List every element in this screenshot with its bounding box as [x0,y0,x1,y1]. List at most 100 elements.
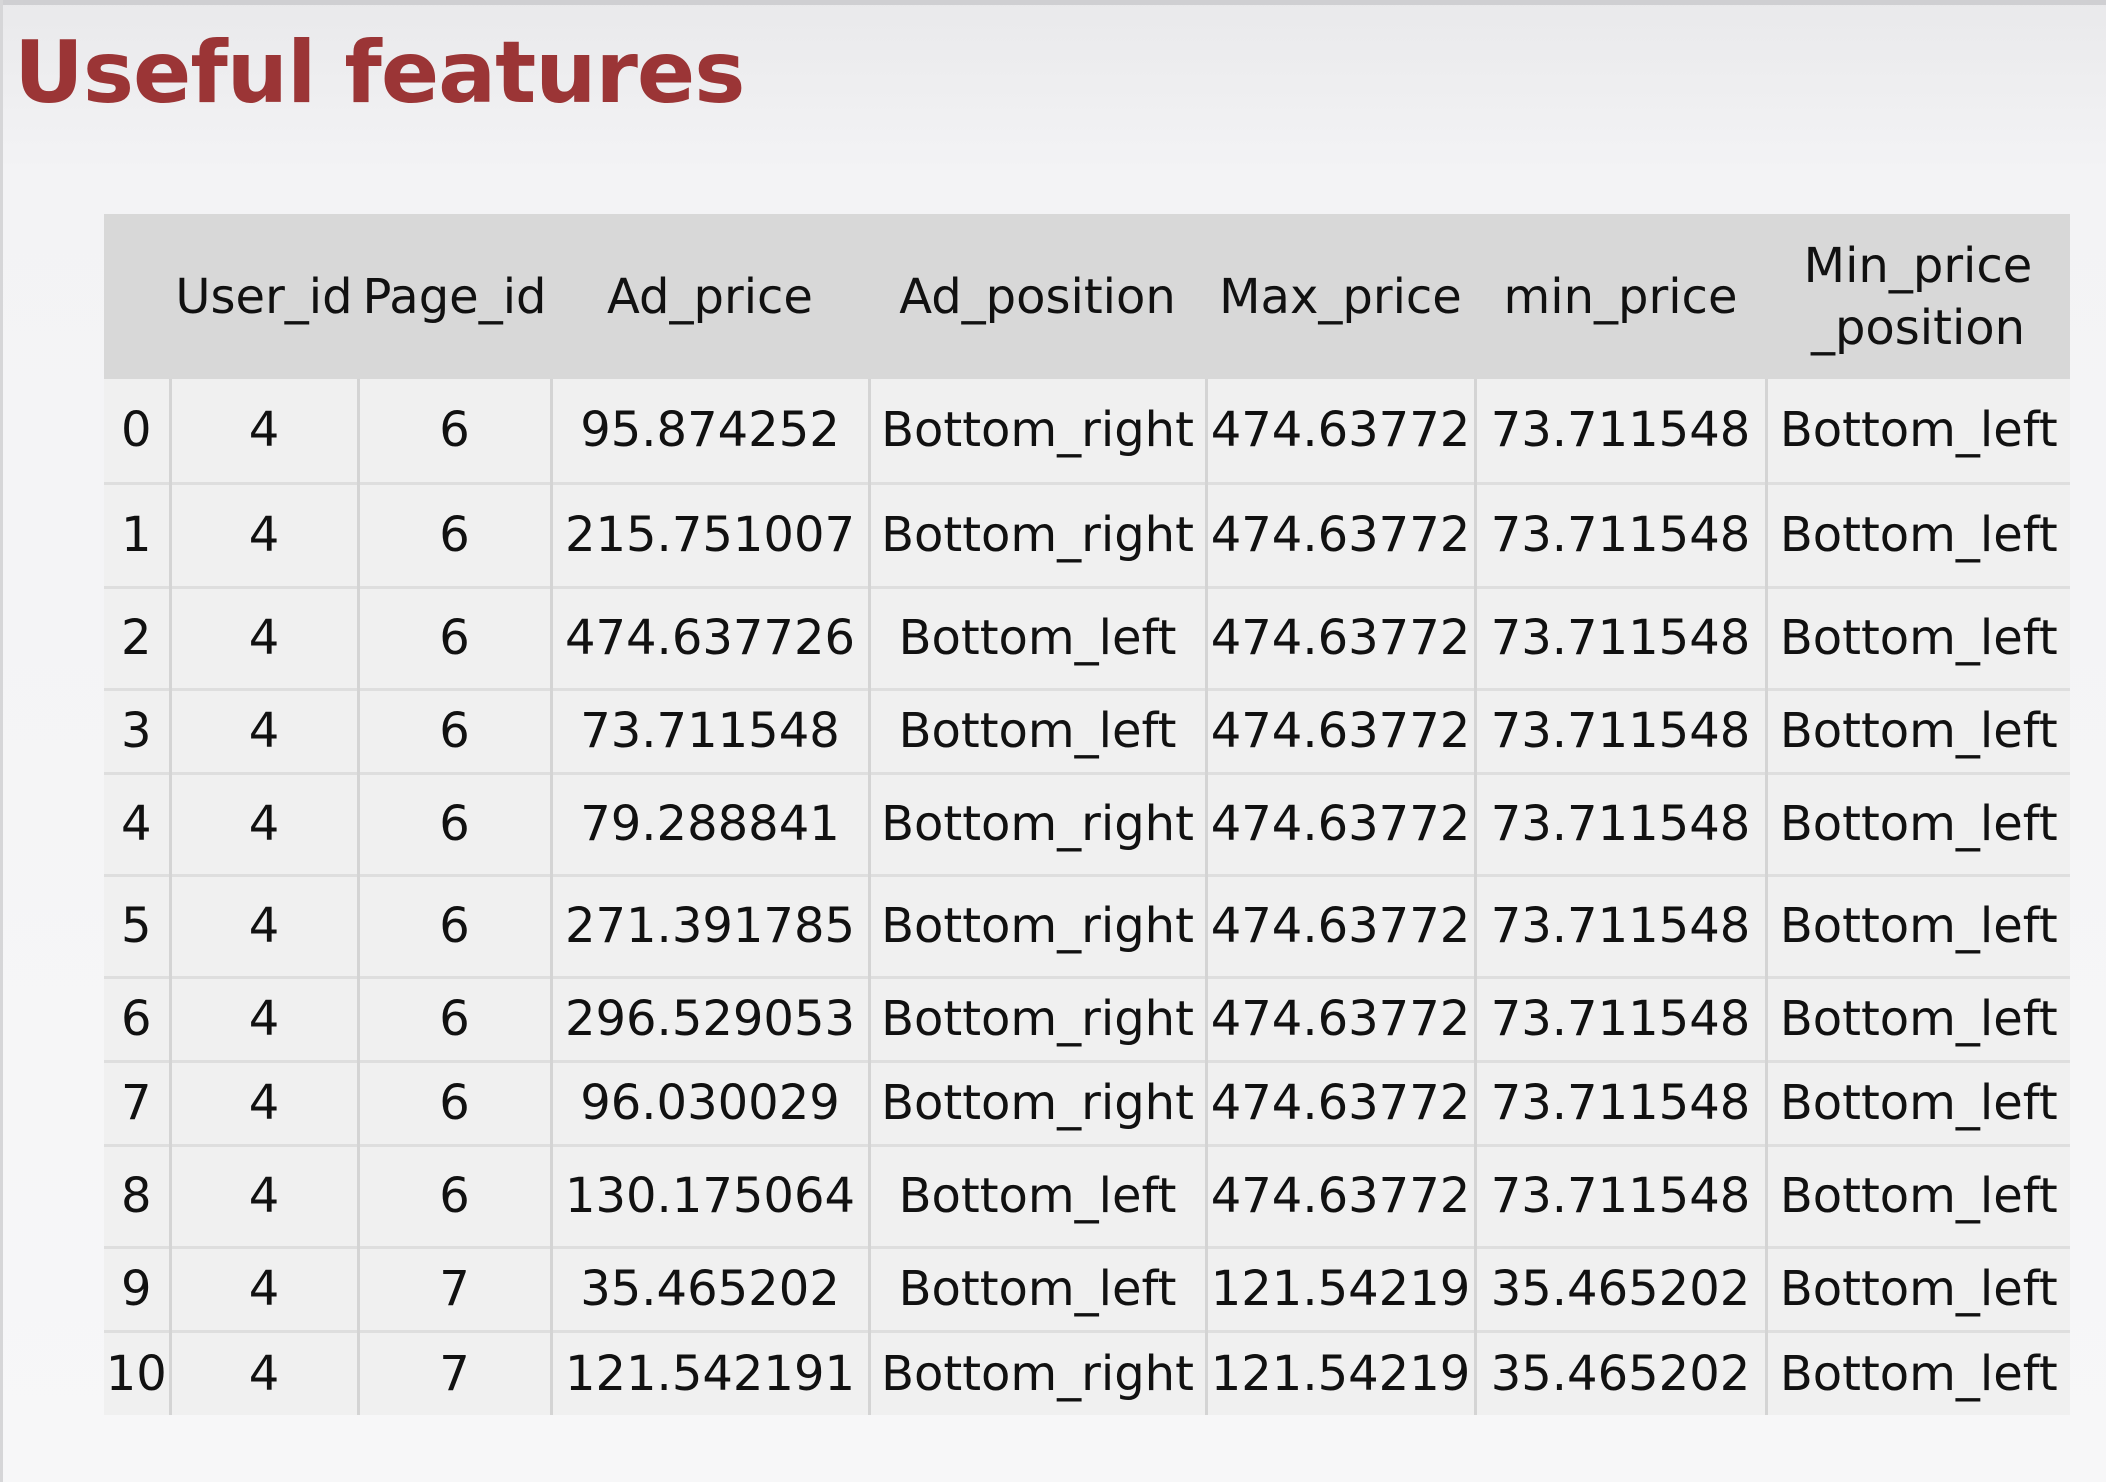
cell-min-price-position: Bottom_left [1766,687,2070,773]
cell-min-price: 73.711548 [1475,771,1768,875]
header-max-price: Max_price [1206,214,1475,379]
cell-max-price: 121.54219 [1206,1329,1477,1415]
cell-min-price: 73.711548 [1475,1059,1768,1145]
cell-index: 7 [104,1059,172,1145]
cell-user-id: 4 [170,1245,360,1331]
header-row: User_id Page_id Ad_price Ad_position Max… [104,214,2070,379]
header-ad-position: Ad_position [869,214,1206,379]
table-row: 5 4 6 271.391785 Bottom_right 474.63772 73.711… [104,873,2070,977]
cell-user-id: 4 [170,873,360,977]
table-row: 2 4 6 474.637726 Bottom_left 474.63772 73.7115… [104,585,2070,689]
cell-min-price: 73.711548 [1475,585,1768,689]
left-border [0,0,3,1482]
cell-ad-price: 79.288841 [551,771,871,875]
table-row: 4 4 6 79.288841 Bottom_right 474.63772 73.7115… [104,771,2070,875]
features-table-container: User_id Page_id Ad_price Ad_position Max… [104,214,2070,1415]
cell-ad-position: Bottom_right [869,481,1208,587]
slide-title: Useful features [14,23,745,123]
cell-index: 6 [104,975,172,1061]
cell-ad-price: 121.542191 [551,1329,871,1415]
cell-ad-position: Bottom_right [869,873,1208,977]
table-row: 10 4 7 121.542191 Bottom_right 121.54219 35.46… [104,1329,2070,1415]
cell-ad-price: 95.874252 [551,379,871,483]
cell-user-id: 4 [170,1143,360,1247]
table-row: 8 4 6 130.175064 Bottom_left 474.63772 73.7115… [104,1143,2070,1247]
cell-min-price: 35.465202 [1475,1245,1768,1331]
cell-user-id: 4 [170,1329,360,1415]
table-header: User_id Page_id Ad_price Ad_position Max… [104,214,2070,379]
cell-ad-position: Bottom_left [869,1245,1208,1331]
cell-max-price: 474.63772 [1206,1059,1477,1145]
table-row: 1 4 6 215.751007 Bottom_right 474.63772 73.711… [104,481,2070,587]
cell-page-id: 6 [358,1143,553,1247]
cell-page-id: 6 [358,771,553,875]
cell-ad-position: Bottom_right [869,379,1208,483]
cell-min-price-position: Bottom_left [1766,585,2070,689]
cell-ad-price: 96.030029 [551,1059,871,1145]
cell-min-price-position: Bottom_left [1766,975,2070,1061]
header-user-id: User_id [170,214,358,379]
cell-page-id: 6 [358,975,553,1061]
cell-page-id: 7 [358,1245,553,1331]
cell-min-price: 73.711548 [1475,1143,1768,1247]
cell-min-price-position: Bottom_left [1766,873,2070,977]
header-index [104,214,170,379]
table-row: 3 4 6 73.711548 Bottom_left 474.63772 73.71154… [104,687,2070,773]
cell-ad-position: Bottom_left [869,687,1208,773]
cell-min-price: 73.711548 [1475,687,1768,773]
cell-min-price: 35.465202 [1475,1329,1768,1415]
cell-index: 10 [104,1329,172,1415]
cell-user-id: 4 [170,481,360,587]
table-body: 0 4 6 95.874252 Bottom_right 474.63772 73.7115… [104,379,2070,1415]
cell-ad-price: 296.529053 [551,975,871,1061]
header-min-price: min_price [1475,214,1766,379]
cell-min-price-position: Bottom_left [1766,1329,2070,1415]
cell-ad-position: Bottom_right [869,1059,1208,1145]
header-min-price-position: Min_price _position [1766,214,2070,379]
features-table: User_id Page_id Ad_price Ad_position Max… [104,214,2070,1415]
cell-index: 8 [104,1143,172,1247]
cell-max-price: 474.63772 [1206,481,1477,587]
cell-user-id: 4 [170,585,360,689]
cell-ad-position: Bottom_right [869,771,1208,875]
header-ad-price: Ad_price [551,214,869,379]
cell-index: 2 [104,585,172,689]
top-border [0,0,2106,5]
cell-index: 4 [104,771,172,875]
cell-index: 1 [104,481,172,587]
cell-min-price-position: Bottom_left [1766,379,2070,483]
cell-ad-price: 271.391785 [551,873,871,977]
cell-page-id: 6 [358,873,553,977]
cell-user-id: 4 [170,379,360,483]
cell-min-price-position: Bottom_left [1766,1059,2070,1145]
cell-user-id: 4 [170,975,360,1061]
cell-user-id: 4 [170,1059,360,1145]
cell-ad-price: 73.711548 [551,687,871,773]
cell-max-price: 474.63772 [1206,975,1477,1061]
cell-min-price: 73.711548 [1475,873,1768,977]
table-row: 9 4 7 35.465202 Bottom_left 121.54219 35.46520… [104,1245,2070,1331]
cell-max-price: 474.63772 [1206,873,1477,977]
table-row: 7 4 6 96.030029 Bottom_right 474.63772 73.7115… [104,1059,2070,1145]
cell-page-id: 6 [358,1059,553,1145]
cell-ad-price: 130.175064 [551,1143,871,1247]
header-min-price-position-line1: Min_price [1803,237,2033,294]
cell-index: 0 [104,379,172,483]
cell-user-id: 4 [170,771,360,875]
cell-max-price: 474.63772 [1206,585,1477,689]
cell-max-price: 474.63772 [1206,687,1477,773]
header-min-price-position-line2: _position [1810,299,2026,356]
header-page-id: Page_id [358,214,551,379]
cell-ad-price: 215.751007 [551,481,871,587]
cell-page-id: 6 [358,687,553,773]
cell-ad-position: Bottom_left [869,585,1208,689]
cell-ad-position: Bottom_right [869,1329,1208,1415]
cell-min-price-position: Bottom_left [1766,1143,2070,1247]
table-row: 6 4 6 296.529053 Bottom_right 474.63772 73.711… [104,975,2070,1061]
cell-min-price-position: Bottom_left [1766,771,2070,875]
cell-ad-price: 35.465202 [551,1245,871,1331]
cell-index: 3 [104,687,172,773]
cell-page-id: 7 [358,1329,553,1415]
cell-index: 9 [104,1245,172,1331]
cell-max-price: 121.54219 [1206,1245,1477,1331]
